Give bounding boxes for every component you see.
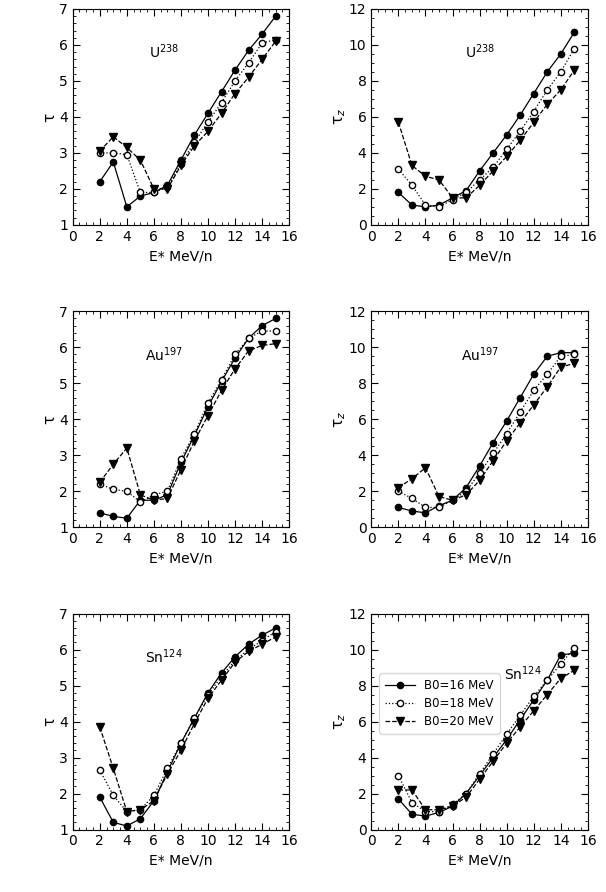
Text: Sn$^{124}$: Sn$^{124}$ bbox=[145, 648, 182, 666]
Text: Sn$^{124}$: Sn$^{124}$ bbox=[504, 665, 542, 683]
X-axis label: E* MeV/n: E* MeV/n bbox=[149, 551, 213, 566]
Y-axis label: τ$_z$: τ$_z$ bbox=[332, 410, 347, 428]
Y-axis label: τ: τ bbox=[42, 717, 58, 726]
X-axis label: E* MeV/n: E* MeV/n bbox=[448, 551, 511, 566]
Y-axis label: τ$_z$: τ$_z$ bbox=[332, 713, 347, 731]
Y-axis label: τ: τ bbox=[42, 415, 58, 424]
X-axis label: E* MeV/n: E* MeV/n bbox=[149, 249, 213, 263]
Legend: B0=16 MeV, B0=18 MeV, B0=20 MeV: B0=16 MeV, B0=18 MeV, B0=20 MeV bbox=[379, 673, 500, 734]
Y-axis label: τ: τ bbox=[42, 112, 58, 121]
Text: Au$^{197}$: Au$^{197}$ bbox=[461, 345, 499, 364]
X-axis label: E* MeV/n: E* MeV/n bbox=[149, 854, 213, 868]
Y-axis label: τ$_z$: τ$_z$ bbox=[332, 108, 347, 126]
Text: U$^{238}$: U$^{238}$ bbox=[148, 43, 179, 62]
X-axis label: E* MeV/n: E* MeV/n bbox=[448, 854, 511, 868]
Text: Au$^{197}$: Au$^{197}$ bbox=[145, 345, 182, 364]
Text: U$^{238}$: U$^{238}$ bbox=[465, 43, 494, 62]
X-axis label: E* MeV/n: E* MeV/n bbox=[448, 249, 511, 263]
